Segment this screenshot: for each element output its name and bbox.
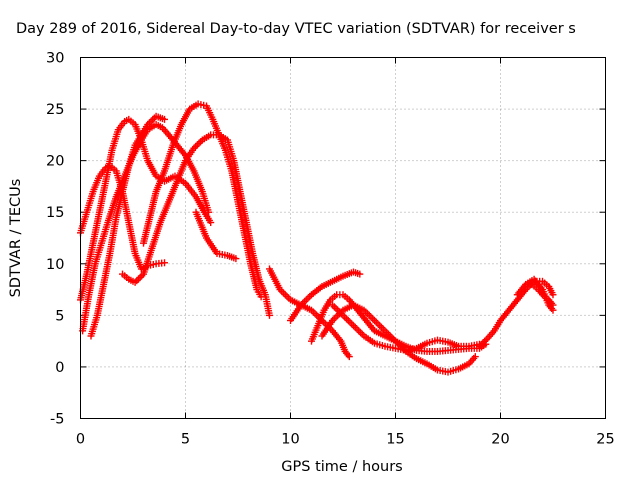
- plot-frame: [80, 57, 606, 419]
- data-point: [356, 270, 364, 278]
- data-point: [205, 208, 213, 216]
- x-tick-label: 0: [76, 432, 85, 448]
- data-point: [266, 311, 273, 319]
- data-points: [77, 100, 557, 376]
- y-tick-label: -5: [50, 412, 64, 428]
- data-point: [161, 259, 168, 267]
- x-tick-label: 20: [491, 432, 509, 448]
- y-tick-label: 10: [46, 257, 64, 273]
- x-tick-label: 5: [181, 432, 190, 448]
- data-point: [195, 139, 203, 147]
- y-tick-label: 25: [46, 102, 64, 118]
- data-point: [471, 353, 479, 361]
- data-point: [193, 141, 201, 149]
- data-point: [161, 115, 168, 123]
- y-tick-label: 30: [46, 51, 64, 67]
- x-tick-label: 15: [386, 432, 404, 448]
- y-tick-label: 0: [55, 360, 64, 376]
- y-tick-label: 5: [55, 308, 64, 324]
- data-point: [549, 291, 557, 299]
- data-point: [549, 301, 557, 309]
- data-point: [133, 277, 141, 285]
- grid: [80, 57, 606, 419]
- y-axis-title: SDTVAR / TECUs: [8, 179, 24, 298]
- data-point: [136, 273, 144, 281]
- y-tick-label: 20: [46, 154, 64, 170]
- data-point: [257, 293, 265, 301]
- data-point: [207, 219, 215, 227]
- y-tick-label: 15: [46, 205, 64, 221]
- data-point: [232, 255, 240, 263]
- x-axis-title: GPS time / hours: [281, 459, 402, 475]
- x-tick-label: 10: [281, 432, 299, 448]
- data-point: [345, 353, 353, 361]
- axis-ticks: 0 5 10 15 20 25 -5 0 5 10 15 20 25 30: [46, 51, 615, 448]
- chart-title: Day 289 of 2016, Sidereal Day-to-day VTE…: [16, 21, 576, 37]
- x-tick-label: 25: [596, 432, 614, 448]
